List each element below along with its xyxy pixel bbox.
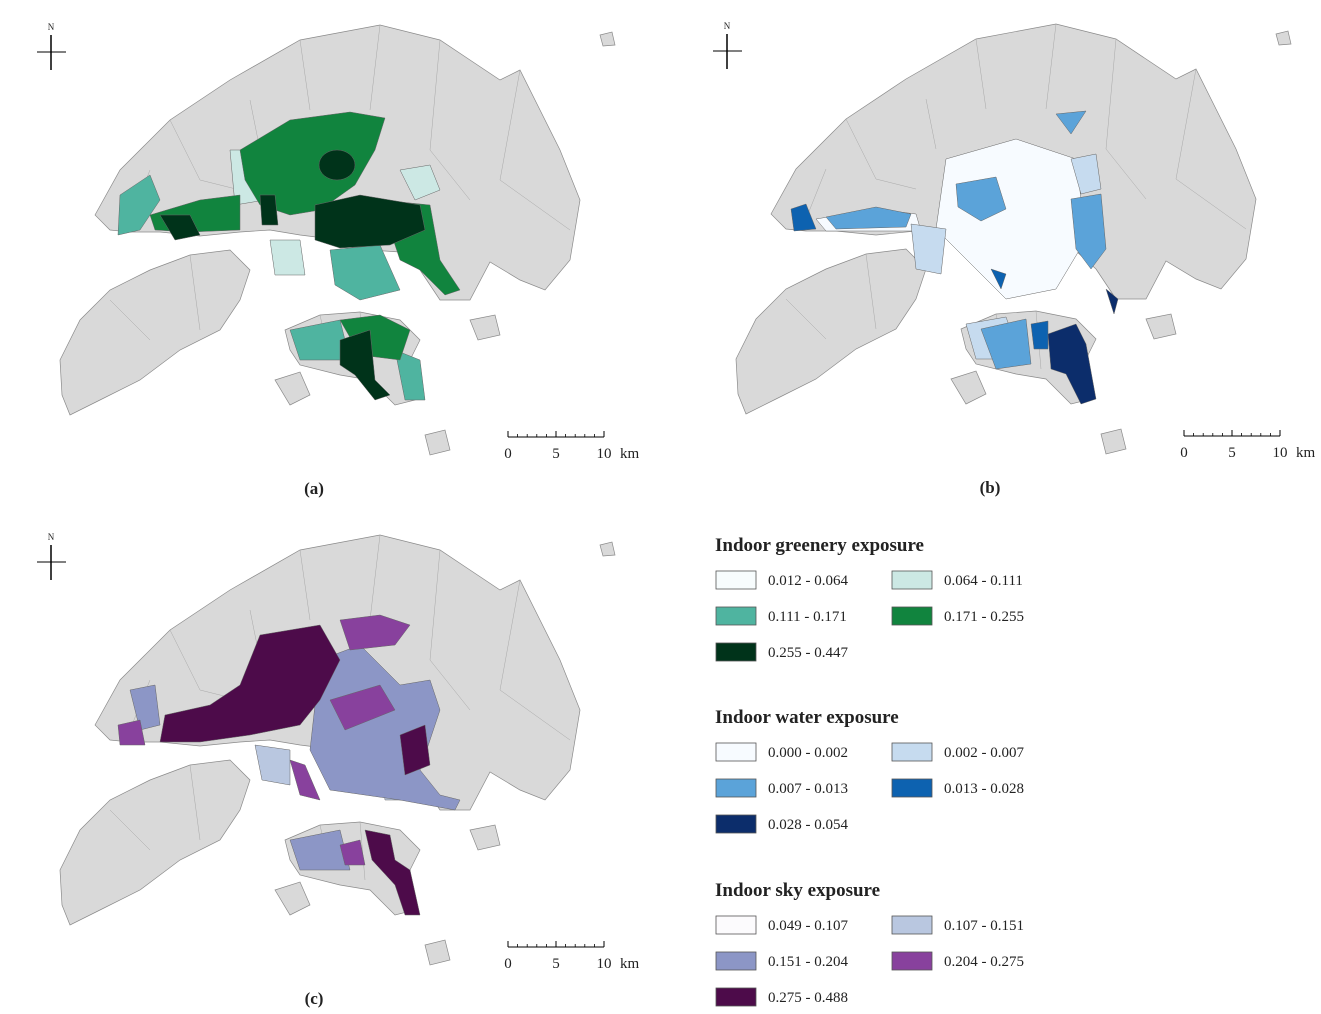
legend-label: 0.275 - 0.488	[768, 990, 848, 1006]
legend-label: 0.013 - 0.028	[944, 781, 1024, 797]
legend-swatch	[715, 987, 757, 1007]
map-panel-c: N 0 5 10 km (c)	[37, 532, 640, 1008]
legend-swatch	[715, 642, 757, 662]
region	[339, 839, 366, 866]
region	[159, 214, 201, 241]
legend-swatch	[891, 915, 933, 935]
legend-swatch	[715, 778, 757, 798]
region	[990, 268, 1007, 290]
legend-label: 0.204 - 0.275	[944, 954, 1024, 970]
legend-label: 0.000 - 0.002	[768, 745, 848, 761]
region	[394, 349, 426, 401]
region	[289, 759, 321, 801]
north-label: N	[724, 21, 731, 31]
legend-swatch	[715, 915, 757, 935]
panel-label: (b)	[980, 478, 1001, 497]
region	[1070, 153, 1102, 195]
region	[364, 829, 421, 916]
legend-swatch	[715, 951, 757, 971]
annotations: Indoor greenery exposure 0.012 - 0.064 0.0…	[715, 535, 1024, 1007]
region	[399, 164, 441, 201]
region	[1055, 110, 1087, 135]
legend-label: 0.002 - 0.007	[944, 745, 1024, 761]
legend-swatch	[715, 570, 757, 590]
region	[935, 138, 1087, 300]
legend-label: 0.049 - 0.107	[768, 918, 848, 934]
legend-swatch	[715, 814, 757, 834]
region	[1047, 323, 1097, 405]
north-label: N	[48, 22, 55, 32]
scale-tick-label: 10	[597, 956, 612, 972]
region	[309, 644, 461, 811]
panel-label: (c)	[305, 989, 324, 1008]
region	[1070, 193, 1107, 270]
region	[314, 194, 426, 249]
legend-swatch	[891, 570, 933, 590]
legend-swatch	[891, 778, 933, 798]
region	[329, 244, 401, 301]
region	[269, 239, 306, 276]
region	[339, 329, 391, 401]
scale-tick-label: 0	[504, 446, 512, 462]
region	[1030, 320, 1049, 350]
legend-label: 0.007 - 0.013	[768, 781, 848, 797]
legend-title: Indoor water exposure	[715, 707, 899, 728]
region	[159, 624, 341, 743]
legend-title: Indoor sky exposure	[715, 880, 880, 901]
region	[289, 829, 351, 871]
north-label: N	[48, 532, 55, 542]
region	[259, 194, 279, 226]
region	[329, 684, 396, 731]
scale-tick-label: 10	[597, 446, 612, 462]
legend-swatch	[891, 951, 933, 971]
region	[254, 744, 291, 786]
legend-swatch	[715, 606, 757, 626]
scale-unit: km	[1296, 445, 1316, 461]
region	[790, 203, 817, 232]
scale-tick-label: 5	[1228, 445, 1236, 461]
region	[339, 614, 411, 651]
scale-tick-label: 0	[1180, 445, 1188, 461]
map-panel-b: N 0 5 10 km (b)	[713, 21, 1316, 497]
scale-unit: km	[620, 956, 640, 972]
region	[825, 206, 912, 230]
legend-label: 0.151 - 0.204	[768, 954, 848, 970]
legend-label: 0.028 - 0.054	[768, 817, 848, 833]
region	[910, 223, 947, 275]
region	[117, 719, 146, 746]
legend-swatch	[891, 742, 933, 762]
legend-label: 0.064 - 0.111	[944, 573, 1023, 589]
panel-label: (a)	[304, 479, 324, 498]
legend-swatch	[891, 606, 933, 626]
legend-label: 0.111 - 0.171	[768, 609, 847, 625]
region	[129, 684, 161, 731]
region	[1105, 288, 1119, 315]
legend-swatch	[715, 742, 757, 762]
region	[318, 149, 356, 181]
scale-tick-label: 5	[552, 956, 560, 972]
region	[980, 318, 1032, 370]
legend-title: Indoor greenery exposure	[715, 535, 924, 556]
region	[239, 111, 386, 216]
legend-label: 0.171 - 0.255	[944, 609, 1024, 625]
legend-label: 0.012 - 0.064	[768, 573, 848, 589]
scale-tick-label: 5	[552, 446, 560, 462]
scale-tick-label: 0	[504, 956, 512, 972]
scale-tick-label: 10	[1273, 445, 1288, 461]
legend-label: 0.255 - 0.447	[768, 645, 848, 661]
region	[399, 724, 431, 776]
scale-unit: km	[620, 446, 640, 462]
map-panel-a: N 0 5 10 km (a)	[37, 22, 640, 498]
legend-label: 0.107 - 0.151	[944, 918, 1024, 934]
region	[955, 176, 1007, 222]
